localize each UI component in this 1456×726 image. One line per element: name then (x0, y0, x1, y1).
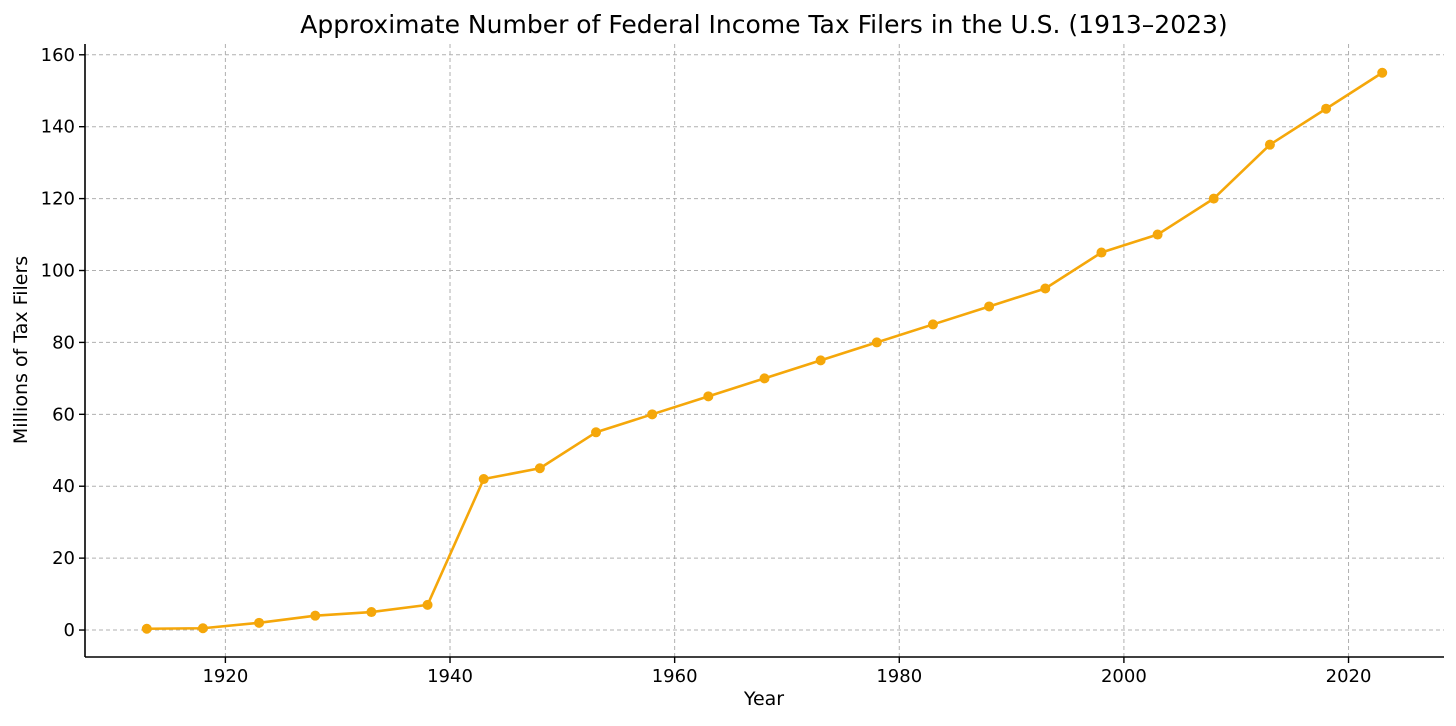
data-point (815, 355, 826, 366)
y-tick-label: 20 (52, 548, 75, 569)
series-line (145, 71, 1384, 631)
x-tick-label: 2020 (1326, 666, 1372, 687)
data-point (927, 319, 938, 330)
series-layer (141, 67, 1388, 634)
data-point (759, 373, 770, 384)
grid-layer (85, 44, 1444, 657)
data-point (1321, 103, 1332, 114)
x-tick-label: 1980 (876, 666, 922, 687)
data-point (591, 427, 602, 438)
data-point (1264, 139, 1275, 150)
data-point (1208, 193, 1219, 204)
data-point (422, 599, 433, 610)
y-tick-label: 0 (64, 620, 75, 641)
y-tick-label: 100 (41, 261, 75, 282)
y-tick-label: 40 (52, 476, 75, 497)
data-point (1377, 67, 1388, 78)
y-tick-label: 160 (41, 45, 75, 66)
x-tick-label: 1920 (202, 666, 248, 687)
y-tick-label: 80 (52, 332, 75, 353)
data-point (703, 391, 714, 402)
axes-layer (84, 44, 1444, 658)
y-tick-label: 140 (41, 117, 75, 138)
ticks-layer: 1920 1940 1960 1980 2000 2020 0 20 40 60 80 100 120 1… (41, 45, 1372, 687)
data-point (1152, 229, 1163, 240)
x-axis-label: Year (743, 688, 784, 710)
data-point (366, 607, 377, 618)
data-point (534, 463, 545, 474)
chart-title: Approximate Number of Federal Income Tax… (300, 10, 1227, 39)
data-point (984, 301, 995, 312)
x-tick-label: 2000 (1101, 666, 1147, 687)
data-point (478, 474, 489, 485)
data-point (1040, 283, 1051, 294)
data-point (254, 617, 265, 628)
data-point (1096, 247, 1107, 258)
y-axis-label: Millions of Tax Filers (10, 256, 32, 444)
data-point (310, 610, 321, 621)
data-point (871, 337, 882, 348)
data-point (197, 623, 208, 634)
y-tick-label: 120 (41, 189, 75, 210)
y-tick-label: 60 (52, 404, 75, 425)
x-tick-label: 1940 (427, 666, 473, 687)
x-tick-label: 1960 (652, 666, 698, 687)
data-point (647, 409, 658, 420)
data-point (141, 623, 152, 634)
